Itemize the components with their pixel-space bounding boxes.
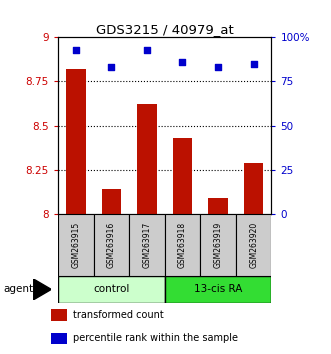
Point: [215, 64, 221, 70]
Bar: [93, 214, 129, 276]
Bar: [236, 214, 271, 276]
Text: GSM263919: GSM263919: [213, 222, 222, 268]
Point: [73, 47, 78, 52]
Bar: [165, 276, 271, 303]
Bar: [137, 104, 157, 214]
Bar: [58, 214, 93, 276]
Title: GDS3215 / 40979_at: GDS3215 / 40979_at: [96, 23, 234, 36]
Polygon shape: [33, 279, 51, 300]
Bar: [200, 214, 236, 276]
Bar: [165, 214, 200, 276]
Text: agent: agent: [3, 284, 33, 295]
Text: control: control: [93, 284, 129, 295]
Text: GSM263918: GSM263918: [178, 222, 187, 268]
Bar: [58, 276, 165, 303]
Point: [144, 47, 150, 52]
Bar: [208, 198, 228, 214]
Bar: [102, 189, 121, 214]
Bar: [51, 332, 67, 344]
Bar: [244, 163, 263, 214]
Text: 13-cis RA: 13-cis RA: [194, 284, 242, 295]
Text: transformed count: transformed count: [73, 310, 164, 320]
Bar: [51, 309, 67, 321]
Point: [109, 64, 114, 70]
Text: GSM263916: GSM263916: [107, 222, 116, 268]
Point: [180, 59, 185, 65]
Text: GSM263915: GSM263915: [71, 222, 80, 268]
Bar: [173, 138, 192, 214]
Point: [251, 61, 256, 67]
Text: GSM263920: GSM263920: [249, 222, 258, 268]
Bar: [66, 69, 85, 214]
Text: GSM263917: GSM263917: [142, 222, 151, 268]
Text: percentile rank within the sample: percentile rank within the sample: [73, 333, 238, 343]
Bar: [129, 214, 165, 276]
